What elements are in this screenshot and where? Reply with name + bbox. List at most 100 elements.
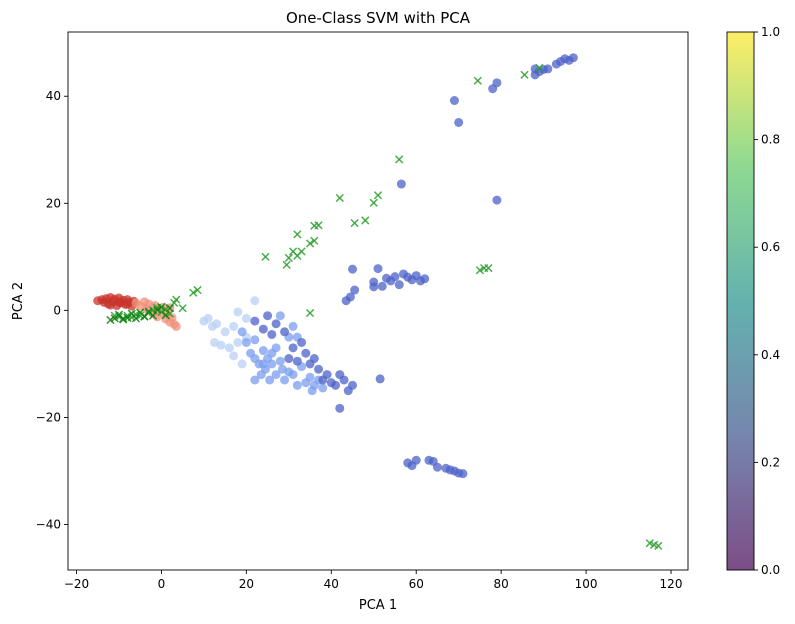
point-x-marker [520,70,529,79]
point-circle [229,321,239,331]
x-tick-label: 120 [660,577,683,591]
point-circle [350,285,360,295]
point-circle [237,359,247,369]
point-circle [373,264,383,274]
point-x-marker [335,193,344,203]
point-circle [396,179,406,189]
point-circle [297,337,307,347]
point-circle [420,274,430,284]
point-x-marker [293,230,302,239]
point-x-marker [153,305,162,314]
point-circle [305,372,315,382]
point-circle [449,96,459,106]
point-circle [369,277,379,287]
point-x-marker [178,304,187,313]
point-circle [233,337,243,347]
x-axis-ticks: −20 0 20 40 60 80 100 120 [64,570,683,591]
point-x-marker [261,252,270,261]
point-circle [263,311,273,321]
point-circle [250,335,260,345]
x-tick-label: 80 [494,577,509,591]
point-x-marker [282,260,291,269]
x-tick-label: 0 [158,577,166,591]
x-tick-label: −20 [64,577,89,591]
point-x-marker [297,247,306,256]
point-circle [105,300,115,310]
point-circle [492,195,502,205]
point-circle [250,316,260,326]
point-circle [339,375,349,385]
point-x-marker [305,308,315,318]
point-circle [280,327,290,337]
colorbar-frame [726,31,755,571]
point-circle [394,280,404,290]
point-circle [288,321,298,331]
point-x-marker [161,311,170,320]
point-circle [280,375,290,385]
x-tick-label: 20 [239,577,254,591]
point-x-marker [193,285,202,295]
point-circle [309,354,319,364]
y-tick-label: −20 [36,410,61,424]
point-circle [171,321,181,331]
point-circle [335,403,345,413]
point-x-marker [106,315,115,325]
point-circle [292,380,302,390]
point-x-marker [157,303,166,312]
point-circle [258,324,268,334]
point-x-marker [535,63,544,72]
point-x-marker [369,198,378,207]
point-circle [229,351,239,361]
y-tick-label: −40 [36,517,61,531]
point-x-marker [314,221,323,230]
point-x-marker [395,155,404,164]
x-tick-label: 40 [324,577,339,591]
point-circle [212,319,222,329]
data-points [93,53,663,551]
point-circle [301,348,311,358]
point-circle [322,370,332,380]
point-circle [267,359,277,369]
point-circle [492,78,502,88]
point-circle [458,469,468,479]
point-x-marker [284,253,293,263]
point-x-marker [148,311,158,320]
point-circle [314,364,324,374]
point-circle [284,354,294,364]
point-circle [377,281,387,291]
x-tick-label: 60 [409,577,424,591]
colorbar-tick-label: 0.0 [761,563,780,577]
plot-frame [67,31,689,571]
point-circle [288,343,298,353]
colorbar-ticks: 0.0 0.2 0.4 0.6 0.8 1.0 [754,25,780,577]
colorbar [727,32,754,570]
plot-area [68,32,688,570]
colorbar-tick-label: 0.4 [761,348,780,362]
point-circle [258,359,268,369]
point-x-marker [310,236,319,245]
point-circle [275,356,285,366]
point-x-marker [165,304,175,313]
colorbar-tick-label: 0.2 [761,455,780,469]
point-circle [375,374,385,384]
point-circle [271,319,281,329]
point-x-marker [475,266,485,275]
point-circle [220,327,230,337]
point-circle [265,375,275,385]
point-circle [250,375,260,385]
point-circle [432,462,442,472]
point-x-marker [350,218,359,228]
y-tick-label: 40 [46,89,61,103]
point-circle [122,299,132,309]
point-circle [267,348,277,358]
point-circle [318,383,328,393]
point-circle [224,343,234,353]
point-circle [390,272,400,282]
point-circle [292,356,302,366]
point-circle [271,370,281,380]
point-circle [233,307,243,317]
point-circle [348,264,358,274]
point-x-marker [305,239,315,248]
point-x-marker [361,216,370,225]
